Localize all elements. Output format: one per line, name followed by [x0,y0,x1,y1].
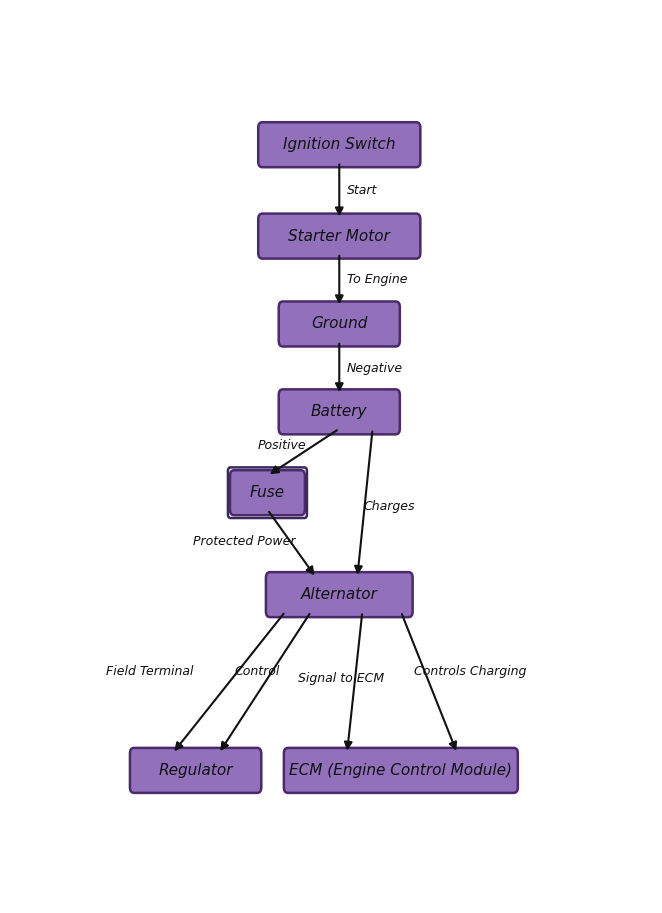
Text: Alternator: Alternator [301,587,378,603]
Text: Starter Motor: Starter Motor [289,228,390,244]
Text: Regulator: Regulator [158,763,233,778]
Text: Positive: Positive [257,439,306,452]
Text: ECM (Engine Control Module): ECM (Engine Control Module) [289,763,512,778]
FancyBboxPatch shape [130,748,261,792]
Text: Ground: Ground [311,317,367,331]
Text: To Engine: To Engine [347,273,408,286]
FancyBboxPatch shape [279,301,400,346]
Text: Battery: Battery [311,404,367,419]
Text: Ignition Switch: Ignition Switch [283,137,395,152]
FancyBboxPatch shape [284,748,518,792]
FancyBboxPatch shape [230,470,305,515]
Text: Fuse: Fuse [250,485,285,500]
Text: Field Terminal: Field Terminal [106,666,193,678]
Text: Charges: Charges [364,500,415,513]
Text: Signal to ECM: Signal to ECM [298,673,385,686]
Text: Controls Charging: Controls Charging [414,666,526,678]
Text: Protected Power: Protected Power [193,535,295,549]
FancyBboxPatch shape [258,214,420,258]
FancyBboxPatch shape [279,389,400,435]
FancyBboxPatch shape [258,122,420,167]
FancyBboxPatch shape [266,572,412,617]
Text: Start: Start [347,184,377,197]
Text: Negative: Negative [347,362,403,374]
Text: Control: Control [234,666,279,678]
